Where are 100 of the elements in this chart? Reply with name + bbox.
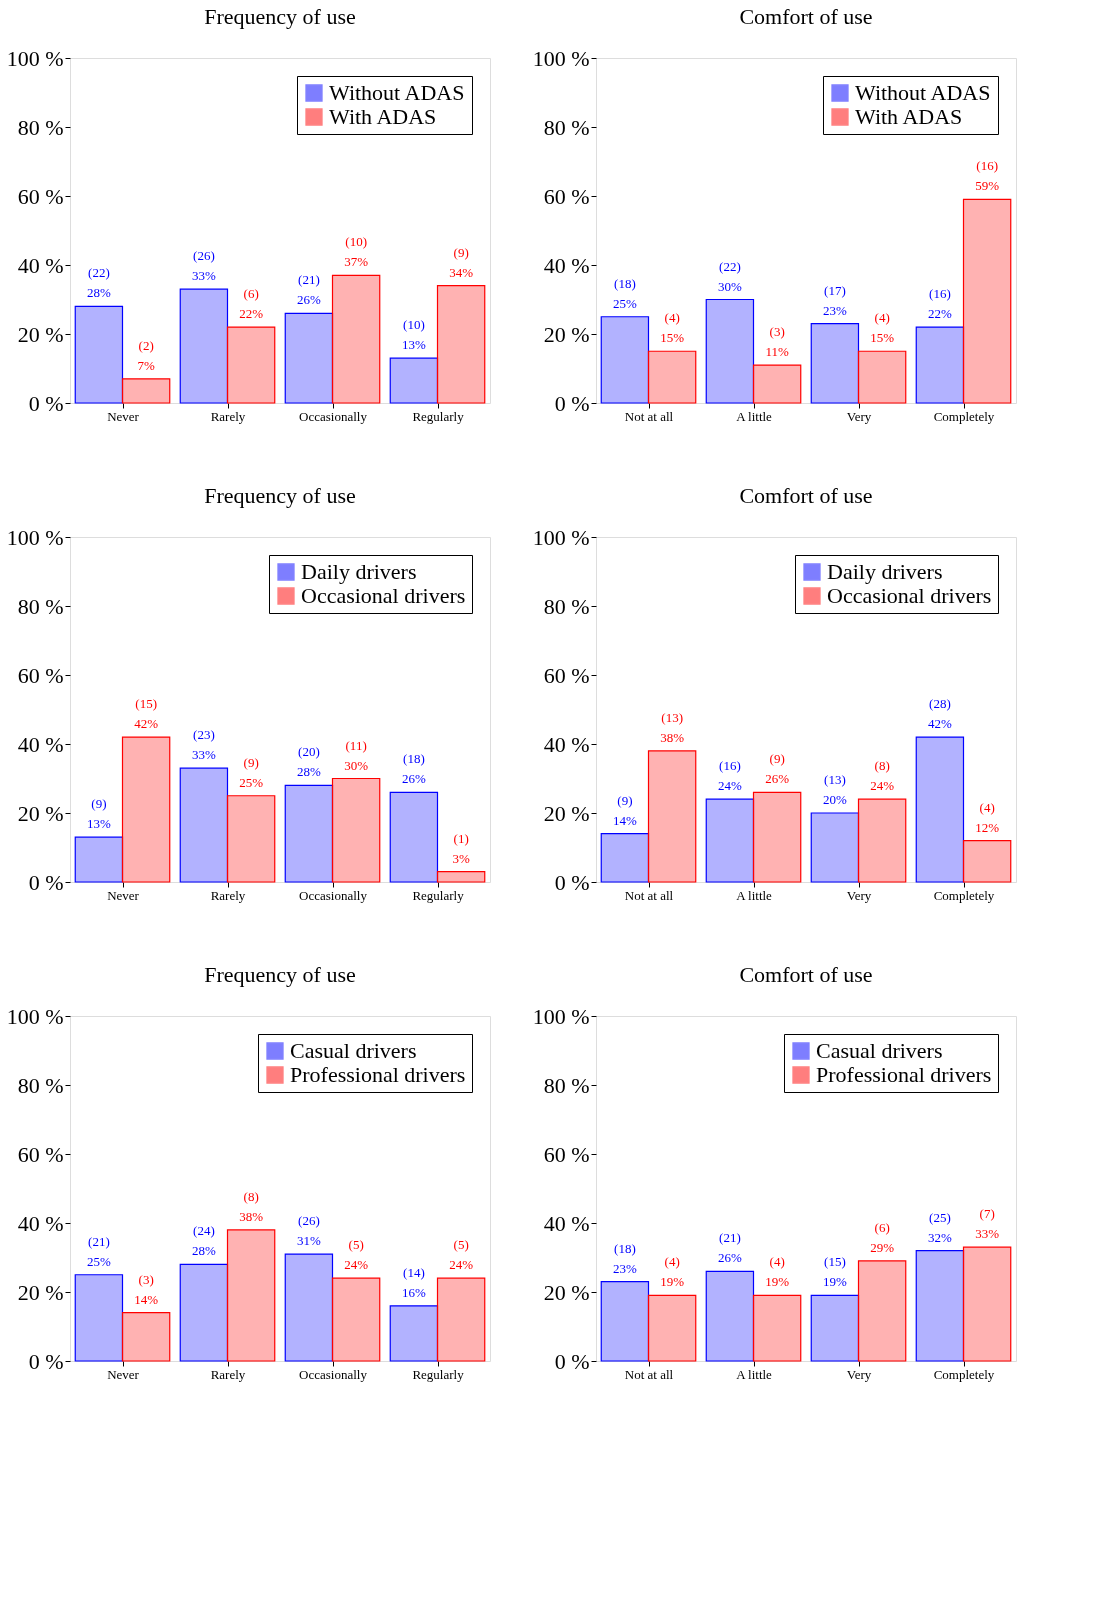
legend-label: With ADAS — [855, 104, 963, 129]
bar — [647, 750, 697, 883]
bar — [74, 305, 124, 404]
x-tick-label: Rarely — [210, 1366, 246, 1382]
bar — [962, 840, 1012, 883]
y-tick-label: 20 % — [543, 321, 590, 347]
y-tick-label: 100 % — [532, 45, 590, 71]
bar — [752, 791, 802, 883]
bar — [810, 812, 860, 883]
y-tick-label: 40 % — [543, 1210, 590, 1236]
y-tick-label: 40 % — [17, 1210, 64, 1236]
text: (16) 22% — [927, 286, 952, 322]
chart-title: Comfort of use — [739, 4, 873, 29]
text: (24) 28% — [191, 1223, 216, 1259]
chart-title: Frequency of use — [204, 962, 356, 987]
legend-label: With ADAS — [329, 104, 437, 129]
bar — [962, 1246, 1012, 1362]
y-tick-label: 60 % — [543, 1141, 590, 1167]
text: (21) 26% — [296, 272, 321, 308]
text: (18) 25% — [612, 275, 637, 311]
bar — [284, 784, 334, 883]
legend-label: Without ADAS — [855, 80, 991, 105]
y-tick-label: 100 % — [6, 524, 64, 550]
text: (4) 19% — [660, 1254, 685, 1290]
text: (4) 15% — [870, 310, 895, 346]
legend-label: Daily drivers — [301, 559, 417, 584]
text: (25) 32% — [927, 1209, 952, 1245]
bar — [74, 1274, 124, 1362]
x-tick-label: A little — [736, 887, 773, 903]
bar — [752, 1294, 802, 1362]
text: (3) 11% — [765, 324, 789, 360]
text: (8) 24% — [870, 758, 895, 794]
text: (14) 16% — [401, 1264, 426, 1300]
legend-label: Occasional drivers — [827, 583, 992, 608]
text: (16) 24% — [717, 758, 742, 794]
y-tick-label: 100 % — [532, 524, 590, 550]
y-tick-label: 40 % — [543, 252, 590, 278]
text: (6) 22% — [239, 286, 264, 322]
bar — [705, 798, 755, 883]
x-tick-label: Never — [107, 1366, 140, 1382]
x-tick-label: Not at all — [624, 408, 674, 424]
bar — [74, 836, 124, 883]
y-tick-label: 0 % — [28, 869, 64, 895]
text: (9) 34% — [449, 244, 474, 280]
y-tick-label: 80 % — [543, 114, 590, 140]
bar — [600, 1281, 650, 1362]
text: (4) 12% — [975, 799, 1000, 835]
bar — [647, 350, 697, 404]
y-tick-label: 60 % — [543, 183, 590, 209]
text: (9) 25% — [239, 754, 264, 790]
bar — [179, 288, 229, 404]
bar — [705, 298, 755, 404]
text: (18) 26% — [401, 751, 426, 787]
text: (26) 31% — [296, 1213, 321, 1249]
bar — [436, 871, 486, 883]
text: (13) 20% — [822, 772, 847, 807]
x-tick-label: A little — [736, 408, 773, 424]
x-tick-label: Never — [107, 887, 140, 903]
x-tick-label: A little — [736, 1366, 773, 1382]
bar — [915, 736, 965, 883]
x-tick-label: Very — [846, 408, 872, 424]
bar — [436, 1277, 486, 1362]
y-tick-label: 80 % — [543, 593, 590, 619]
y-tick-label: 60 % — [17, 1141, 64, 1167]
chart-title: Comfort of use — [739, 483, 873, 508]
text: (4) 15% — [660, 310, 685, 346]
bar — [331, 777, 381, 883]
bar — [121, 378, 171, 404]
bar — [600, 833, 650, 883]
text: (9) 13% — [86, 796, 111, 832]
bar — [810, 1294, 860, 1362]
text: (5) 24% — [449, 1237, 474, 1273]
bar — [226, 1229, 276, 1362]
text: (4) 19% — [765, 1254, 790, 1290]
bar — [810, 323, 860, 404]
text: (8) 38% — [239, 1188, 264, 1224]
x-tick-label: Regularly — [412, 1366, 465, 1382]
y-tick-label: 80 % — [543, 1072, 590, 1098]
text: (26) 33% — [191, 248, 216, 284]
bar — [647, 1294, 697, 1362]
text: (9) 26% — [765, 751, 790, 787]
x-tick-label: Regularly — [412, 887, 465, 903]
legend-label: Casual drivers — [816, 1038, 943, 1063]
x-tick-label: Completely — [933, 408, 995, 424]
x-tick-label: Regularly — [412, 408, 465, 424]
bar — [226, 326, 276, 404]
y-tick-label: 20 % — [17, 800, 64, 826]
bar — [857, 350, 907, 404]
y-tick-label: 20 % — [17, 321, 64, 347]
legend-label: Daily drivers — [827, 559, 943, 584]
text: (18) 23% — [612, 1240, 637, 1276]
bar — [179, 1263, 229, 1362]
text: (15) 42% — [134, 696, 159, 732]
x-tick-label: Occasionally — [299, 1366, 368, 1382]
text: (16) 59% — [975, 158, 1000, 194]
x-tick-label: Rarely — [210, 408, 246, 424]
text: (10) 13% — [401, 317, 426, 353]
bar — [121, 1312, 171, 1362]
y-tick-label: 0 % — [554, 1348, 590, 1374]
bar — [752, 364, 802, 404]
